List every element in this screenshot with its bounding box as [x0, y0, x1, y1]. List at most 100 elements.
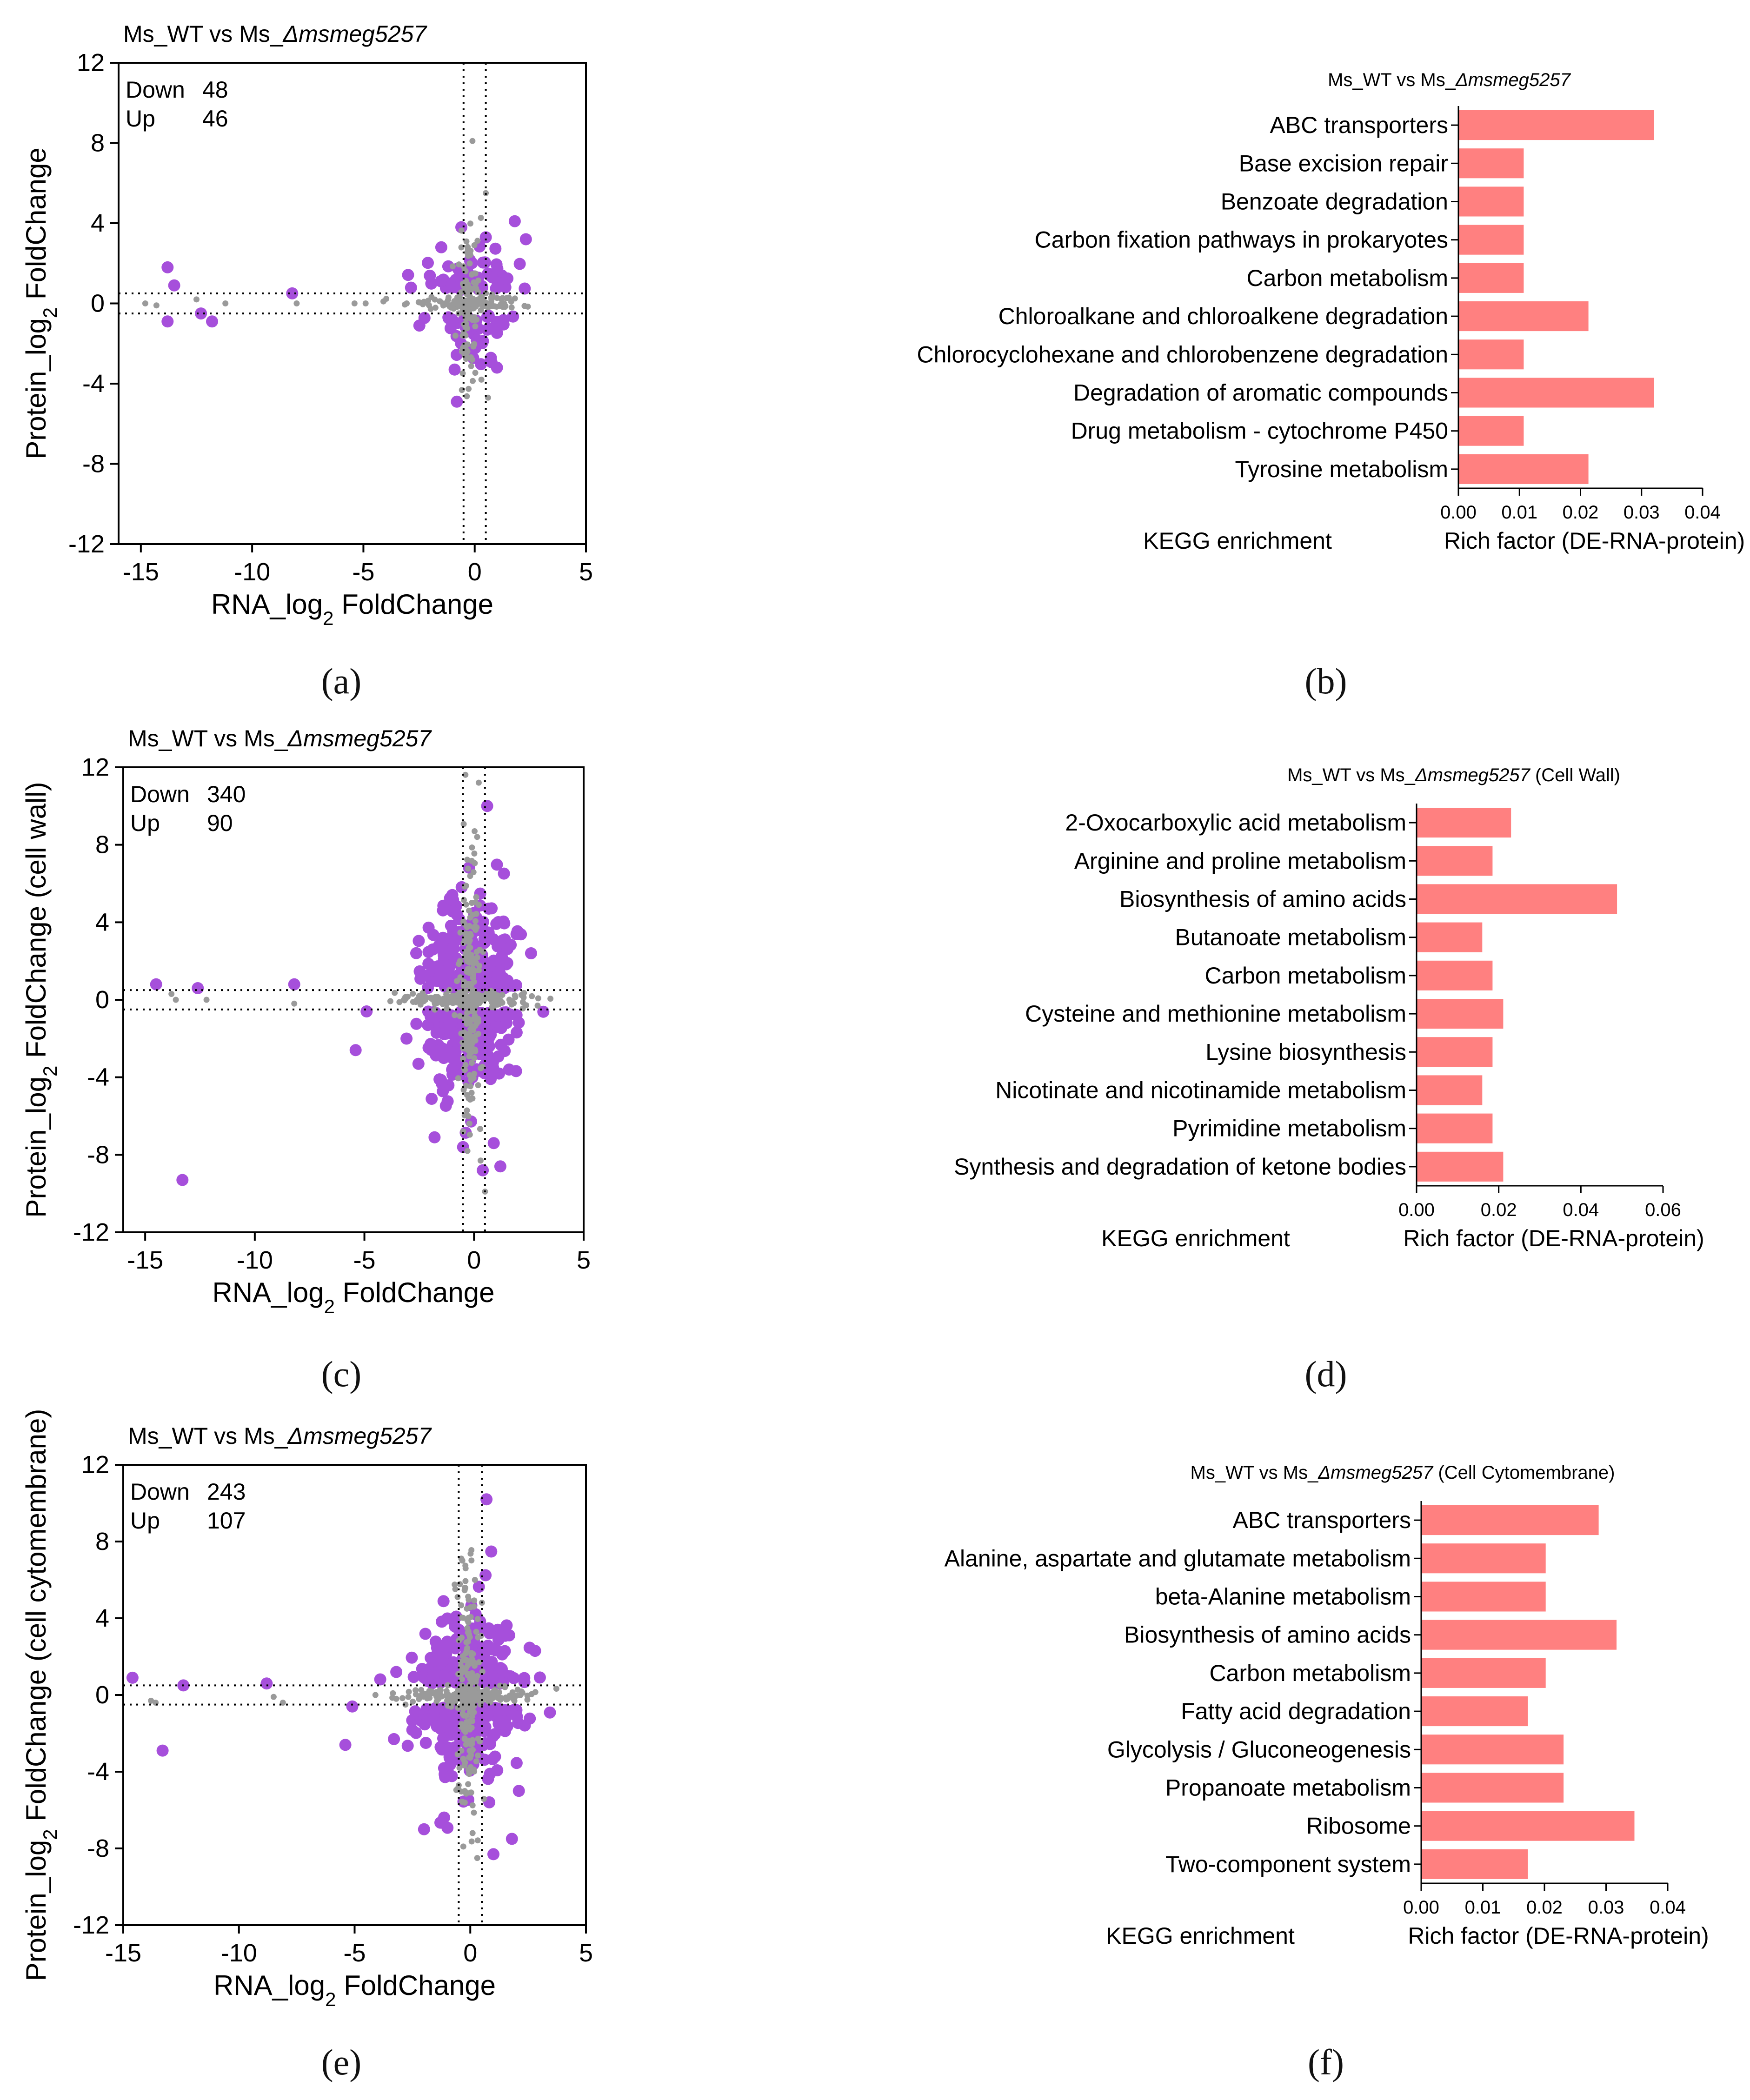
- point-significant: [499, 1045, 511, 1057]
- point-significant: [487, 1848, 499, 1861]
- point-not-significant: [471, 242, 478, 248]
- point-not-significant: [475, 1018, 482, 1025]
- point-significant: [481, 800, 493, 812]
- point-not-significant: [470, 1674, 477, 1680]
- point-not-significant: [449, 263, 456, 270]
- point-not-significant: [465, 1006, 472, 1012]
- point-not-significant: [472, 918, 479, 924]
- point-not-significant: [460, 1615, 466, 1621]
- point-significant: [432, 1044, 445, 1057]
- point-significant: [442, 260, 454, 272]
- point-not-significant: [472, 316, 479, 323]
- point-not-significant: [468, 1741, 474, 1748]
- point-significant: [501, 272, 514, 285]
- point-significant: [511, 1710, 523, 1723]
- point-not-significant: [469, 844, 475, 851]
- category-label: Chlorocyclohexane and chlorobenzene degr…: [917, 341, 1448, 367]
- point-not-significant: [470, 1075, 477, 1081]
- point-not-significant: [467, 995, 473, 1001]
- point-not-significant: [484, 1686, 490, 1693]
- x-tick-label: -5: [343, 1939, 366, 1967]
- point-significant: [400, 1032, 413, 1045]
- x-axis-label: RNA_log2 FoldChange: [211, 589, 493, 629]
- point-not-significant: [463, 297, 469, 304]
- point-not-significant: [459, 1635, 465, 1641]
- point-significant: [437, 1085, 449, 1097]
- x-tick-label: -5: [353, 1246, 376, 1274]
- point-not-significant: [470, 970, 477, 977]
- point-not-significant: [471, 1768, 478, 1774]
- point-significant: [510, 1026, 523, 1039]
- point-significant: [512, 1785, 525, 1797]
- point-not-significant: [460, 1755, 466, 1762]
- point-not-significant: [464, 315, 470, 321]
- point-not-significant: [461, 921, 468, 927]
- y-tick-label: -8: [87, 1141, 109, 1169]
- point-not-significant: [469, 1095, 476, 1102]
- point-not-significant: [493, 1693, 500, 1699]
- point-not-significant: [469, 271, 475, 278]
- point-not-significant: [457, 1013, 463, 1019]
- point-not-significant: [467, 1764, 474, 1770]
- point-not-significant: [466, 1120, 472, 1127]
- x-tick-label: -15: [127, 1246, 163, 1274]
- point-not-significant: [471, 1055, 478, 1061]
- point-significant: [288, 978, 300, 990]
- panel-e: Ms_WT vs Ms_Δmsmeg5257 Down 243 Up 107 -15 -10…: [0, 1395, 605, 2030]
- point-not-significant: [497, 1682, 503, 1689]
- point-significant: [499, 1645, 511, 1657]
- point-not-significant: [464, 1625, 471, 1631]
- point-not-significant: [467, 1658, 474, 1664]
- category-label: Fatty acid degradation: [1181, 1698, 1411, 1724]
- point-significant: [410, 1727, 422, 1739]
- point-significant: [491, 858, 503, 871]
- point-significant: [435, 241, 447, 253]
- point-not-significant: [392, 990, 398, 996]
- x-tick-label: 0.06: [1645, 1200, 1681, 1220]
- bar: [1458, 186, 1524, 217]
- y-tick-label: 4: [95, 908, 109, 936]
- point-significant: [498, 917, 511, 930]
- point-not-significant: [479, 1063, 486, 1070]
- point-not-significant: [464, 1021, 470, 1027]
- point-not-significant: [467, 1083, 473, 1090]
- point-not-significant: [372, 1692, 379, 1698]
- x-tick-label: 0.01: [1465, 1897, 1501, 1918]
- chart-title: Ms_WT vs Ms_Δmsmeg5257: [128, 725, 432, 751]
- point-significant: [424, 269, 436, 282]
- point-not-significant: [465, 305, 471, 312]
- point-not-significant: [477, 1126, 483, 1132]
- point-significant: [360, 1005, 373, 1017]
- point-significant: [513, 258, 526, 270]
- point-not-significant: [428, 294, 435, 300]
- category-label: Pyrimidine metabolism: [1172, 1116, 1406, 1142]
- point-not-significant: [499, 999, 506, 1006]
- point-significant: [491, 326, 503, 339]
- category-label: Carbon metabolism: [1246, 265, 1448, 291]
- y-tick-label: -12: [73, 1911, 109, 1939]
- category-label: Chloroalkane and chloroalkene degradatio…: [998, 303, 1448, 329]
- point-not-significant: [480, 303, 486, 310]
- point-not-significant: [457, 1581, 463, 1588]
- point-significant: [413, 935, 425, 947]
- x-tick-label: 5: [577, 1246, 591, 1274]
- point-not-significant: [432, 1006, 438, 1013]
- point-not-significant: [468, 1090, 475, 1096]
- point-significant: [500, 1017, 513, 1029]
- point-significant: [423, 1713, 435, 1726]
- y-tick-label: 8: [95, 831, 109, 859]
- point-significant: [161, 315, 174, 328]
- bar: [1458, 416, 1524, 446]
- x-axis-label: RNA_log2 FoldChange: [213, 1970, 496, 2010]
- point-significant: [441, 1721, 454, 1734]
- point-significant: [484, 1669, 497, 1682]
- point-not-significant: [475, 1634, 481, 1641]
- point-not-significant: [442, 300, 448, 306]
- point-not-significant: [466, 1048, 472, 1054]
- point-not-significant: [416, 993, 422, 999]
- point-significant: [439, 1771, 452, 1783]
- point-significant: [507, 980, 520, 992]
- category-label: Carbon metabolism: [1204, 963, 1406, 989]
- category-label: beta-Alanine metabolism: [1155, 1584, 1411, 1610]
- point-not-significant: [471, 1009, 478, 1015]
